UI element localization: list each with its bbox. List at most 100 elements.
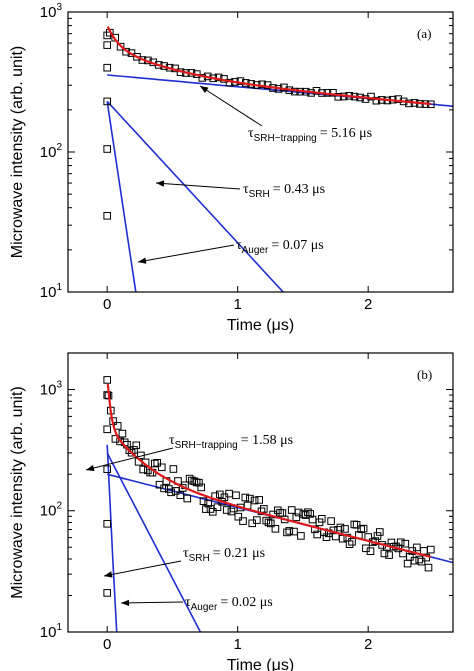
annotation-arrowhead (138, 257, 147, 264)
data-point (278, 509, 287, 517)
data-point (366, 547, 375, 556)
data-point (287, 506, 296, 514)
annotation-arrow (120, 601, 184, 604)
data-point (341, 525, 349, 533)
data-point (401, 539, 410, 548)
data-point (405, 99, 413, 108)
data-point (311, 525, 319, 534)
x-tick-label: 1 (233, 296, 241, 313)
component-line-2 (106, 100, 285, 292)
data-point (350, 520, 359, 529)
y-tick-base: 10 (40, 381, 57, 398)
y-tick-label: 102 (40, 501, 63, 520)
annotation-arrowhead (104, 571, 113, 578)
plot-area (103, 376, 453, 632)
annotation-value: = 0.07 μs (271, 238, 323, 253)
data-point (420, 547, 428, 555)
data-point (118, 429, 127, 438)
data-point (424, 563, 433, 572)
panel-label: (b) (417, 367, 432, 382)
tau-symbol: τ (185, 595, 191, 610)
data-point (183, 494, 192, 503)
y-tick-label: 103 (40, 2, 63, 21)
data-point (116, 42, 125, 51)
y-tick-label: 101 (40, 282, 63, 301)
data-point (322, 533, 331, 542)
annotation-label: τAuger = 0.07 μs (236, 238, 324, 256)
data-point (127, 448, 136, 457)
y-axis-label: Microwave intensity (arb. unit) (9, 386, 26, 599)
y-tick-exponent: 3 (56, 2, 62, 13)
tau-symbol: τ (236, 238, 242, 253)
y-tick-exponent: 2 (56, 142, 62, 153)
data-point (160, 484, 168, 493)
data-point (290, 527, 298, 536)
data-point (103, 520, 112, 528)
data-point (312, 87, 321, 95)
data-point (417, 557, 426, 566)
data-point (103, 465, 112, 473)
annotation-label: τSRH = 0.21 μs (183, 546, 265, 564)
annotation-arrow (103, 560, 182, 577)
data-point (241, 493, 250, 502)
data-point (260, 505, 268, 513)
data-point (376, 528, 384, 536)
data-point (209, 508, 217, 516)
tau-symbol: τ (243, 182, 249, 197)
data-point (103, 212, 112, 220)
data-point (169, 465, 178, 473)
data-point (103, 391, 112, 399)
annotation-subscript: Auger (191, 602, 218, 613)
data-point (103, 425, 112, 434)
data-point (304, 508, 312, 516)
data-point (232, 491, 240, 500)
data-point (198, 74, 207, 82)
data-point (258, 80, 266, 89)
annotation-label: τSRH = 0.43 μs (243, 182, 325, 200)
annotation-arrow (155, 182, 241, 190)
x-tick-label: 0 (103, 296, 111, 313)
data-point (306, 510, 314, 518)
data-point (336, 523, 345, 532)
annotation-value: = 0.21 μs (213, 546, 265, 561)
y-tick-label: 102 (40, 142, 63, 161)
annotation-subscript: SRH−trapping (254, 133, 317, 144)
annotation-arrow (85, 447, 174, 471)
data-point (222, 506, 231, 514)
data-point (267, 519, 275, 528)
tau-symbol: τ (248, 126, 254, 141)
data-point (292, 513, 301, 522)
data-point (250, 496, 259, 505)
data-point (406, 553, 414, 561)
annotation-value: = 0.02 μs (220, 595, 272, 610)
data-point (327, 517, 335, 525)
data-point (185, 474, 194, 483)
data-point (396, 538, 405, 547)
annotation-arrowhead (121, 599, 130, 607)
data-point (372, 96, 381, 105)
annotation-arrowhead (86, 464, 95, 472)
data-point (253, 516, 261, 524)
annotation-arrowhead (156, 180, 165, 187)
data-point (271, 525, 280, 533)
data-point (197, 483, 205, 492)
data-point (394, 95, 402, 103)
data-point (334, 93, 343, 101)
plot-area (103, 26, 453, 292)
data-point (345, 540, 354, 549)
panel-label: (a) (417, 26, 431, 41)
component-line-3 (106, 101, 137, 292)
x-tick-label: 2 (364, 296, 372, 313)
y-tick-base: 10 (40, 503, 57, 520)
y-tick-exponent: 1 (56, 622, 62, 633)
data-point (403, 559, 412, 568)
data-point (204, 499, 212, 508)
y-tick-exponent: 1 (56, 282, 62, 293)
data-point (199, 497, 208, 505)
component-line-2 (106, 452, 202, 632)
data-point (285, 527, 294, 535)
data-point (297, 532, 305, 540)
y-tick-base: 10 (40, 284, 57, 301)
